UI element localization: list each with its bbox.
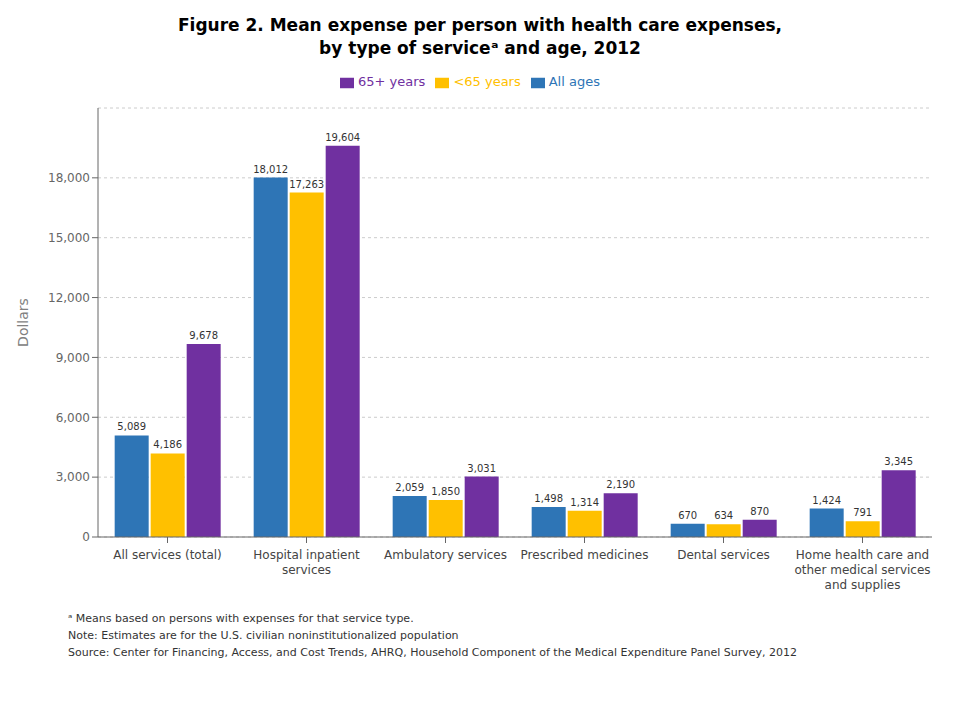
- svg-text:Prescribed medicines: Prescribed medicines: [521, 548, 649, 562]
- svg-text:18,000: 18,000: [48, 171, 90, 185]
- svg-text:9,678: 9,678: [189, 330, 218, 341]
- svg-text:19,604: 19,604: [325, 132, 360, 143]
- svg-text:670: 670: [678, 510, 697, 521]
- svg-text:Dental services: Dental services: [677, 548, 770, 562]
- svg-text:3,031: 3,031: [467, 463, 496, 474]
- html-text:Figure 2. Mean expense per per: Figure 2. Mean expense per person with h…: [177, 15, 783, 35]
- svg-text:15,000: 15,000: [48, 231, 90, 245]
- html-text:Source: Center for Financing,: Source: Center for Financing, Access, an…: [68, 646, 797, 659]
- svg-text:17,263: 17,263: [289, 179, 324, 190]
- svg-text:0: 0: [82, 530, 90, 544]
- svg-text:3,345: 3,345: [884, 456, 913, 467]
- svg-text:Hospital inpatientservices: Hospital inpatientservices: [253, 548, 360, 577]
- svg-text:1,314: 1,314: [570, 497, 599, 508]
- html-text:65+ years: 65+ years: [358, 74, 426, 89]
- svg-text:5,089: 5,089: [117, 421, 146, 432]
- svg-text:2,059: 2,059: [395, 482, 424, 493]
- svg-text:12,000: 12,000: [48, 291, 90, 305]
- html-text:ᵃ Means based on persons with: ᵃ Means based on persons with expenses f…: [68, 612, 414, 625]
- svg-text:634: 634: [714, 510, 733, 521]
- svg-text:2,190: 2,190: [606, 479, 635, 490]
- svg-text:6,000: 6,000: [56, 411, 90, 425]
- svg-text:9,000: 9,000: [56, 351, 90, 365]
- svg-text:Ambulatory services: Ambulatory services: [384, 548, 507, 562]
- svg-text:Home health care andother medi: Home health care andother medical servic…: [794, 548, 930, 592]
- svg-text:791: 791: [853, 507, 872, 518]
- svg-text:4,186: 4,186: [153, 439, 182, 450]
- svg-text:870: 870: [750, 506, 769, 517]
- html-text:<65 years: <65 years: [453, 74, 521, 89]
- svg-text:1,498: 1,498: [534, 493, 563, 504]
- html-text:Note: Estimates are for the U.: Note: Estimates are for the U.S. civilia…: [68, 629, 459, 642]
- svg-text:3,000: 3,000: [56, 470, 90, 484]
- html-text:by type of serviceᵃ and age, 2: by type of serviceᵃ and age, 2012: [319, 38, 641, 58]
- html-text:All ages: All ages: [548, 74, 600, 89]
- svg-text:18,012: 18,012: [253, 164, 288, 175]
- svg-text:All services (total): All services (total): [113, 548, 222, 562]
- svg-text:1,424: 1,424: [812, 495, 841, 506]
- svg-text:Dollars: Dollars: [15, 298, 31, 347]
- svg-text:1,850: 1,850: [431, 486, 460, 497]
